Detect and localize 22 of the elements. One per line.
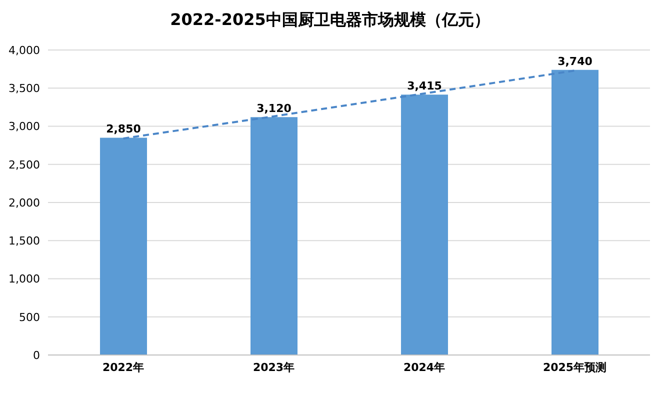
data-label: 2,850 xyxy=(106,122,142,136)
x-tick-label: 2025年预测 xyxy=(542,360,607,374)
data-label: 3,740 xyxy=(558,54,593,68)
y-tick-label: 4,000 xyxy=(8,44,40,57)
bar xyxy=(250,117,298,355)
bar xyxy=(552,70,598,355)
y-tick-label: 2,500 xyxy=(8,158,40,172)
x-tick-label: 2022年 xyxy=(102,360,144,374)
bar xyxy=(100,138,147,355)
data-label: 3,415 xyxy=(407,80,442,93)
y-tick-label: 500 xyxy=(19,310,40,324)
y-tick-label: 1,500 xyxy=(8,234,40,248)
data-label: 3,120 xyxy=(256,102,292,116)
y-tick-label: 0 xyxy=(33,348,40,362)
y-tick-label: 3,500 xyxy=(8,82,40,96)
y-tick-label: 1,000 xyxy=(8,272,40,286)
y-tick-label: 3,000 xyxy=(8,120,40,134)
x-tick-label: 2024年 xyxy=(403,360,446,374)
bar xyxy=(401,94,448,355)
y-tick-label: 2,000 xyxy=(8,196,40,210)
x-tick-label: 2023年 xyxy=(252,360,295,374)
chart-title: 2022-2025中国厨卫电器市场规模（亿元） xyxy=(169,10,491,31)
